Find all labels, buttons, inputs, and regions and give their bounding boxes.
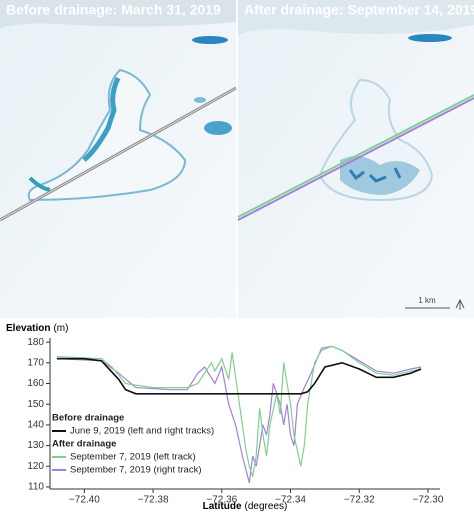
x-tick-label: −72.32	[344, 495, 375, 506]
x-tick-label: −72.38	[138, 495, 169, 506]
x-axis-title: Latitude (degrees)	[203, 501, 288, 512]
y-axis-title: Elevation (m)	[6, 323, 68, 334]
left-image: Before drainage: March 31, 2019	[0, 0, 237, 318]
y-tick-label: 160	[27, 378, 44, 389]
y-tick-label: 140	[27, 420, 44, 431]
right-image: After drainage: September 14, 2019 1 km	[237, 0, 474, 318]
legend-heading: Before drainage	[52, 413, 124, 424]
y-unit: (m)	[53, 323, 68, 334]
legend-label: June 9, 2019 (left and right tracks)	[70, 426, 214, 437]
series-line	[56, 345, 422, 477]
y-tick-label: 120	[27, 461, 44, 472]
legend-label: September 7, 2019 (left track)	[70, 452, 196, 463]
scale-label: 1 km	[418, 296, 436, 305]
x-label: Latitude	[203, 501, 242, 512]
y-label: Elevation	[6, 323, 50, 334]
y-tick-label: 150	[27, 399, 44, 410]
y-tick-label: 110	[28, 482, 44, 493]
y-tick-label: 130	[27, 440, 44, 451]
legend-heading: After drainage	[52, 439, 116, 450]
x-tick-label: −72.30	[413, 495, 444, 506]
north-arrow	[455, 298, 465, 310]
panel-title: After drainage: September 14, 2019	[244, 2, 474, 18]
x-tick-label: −72.40	[69, 495, 100, 506]
y-tick-label: 170	[27, 357, 44, 368]
chart: Elevation (m) Latitude (degrees) 110 120 130 14…	[6, 323, 444, 512]
x-unit: (degrees)	[245, 501, 288, 512]
panel-title: Before drainage: March 31, 2019	[6, 2, 221, 18]
series-line	[56, 357, 422, 395]
legend-label: September 7, 2019 (right track)	[70, 465, 201, 476]
y-tick-label: 180	[27, 337, 44, 348]
x-tick-label: −72.34	[275, 495, 306, 506]
x-tick-label: −72.36	[206, 495, 237, 506]
